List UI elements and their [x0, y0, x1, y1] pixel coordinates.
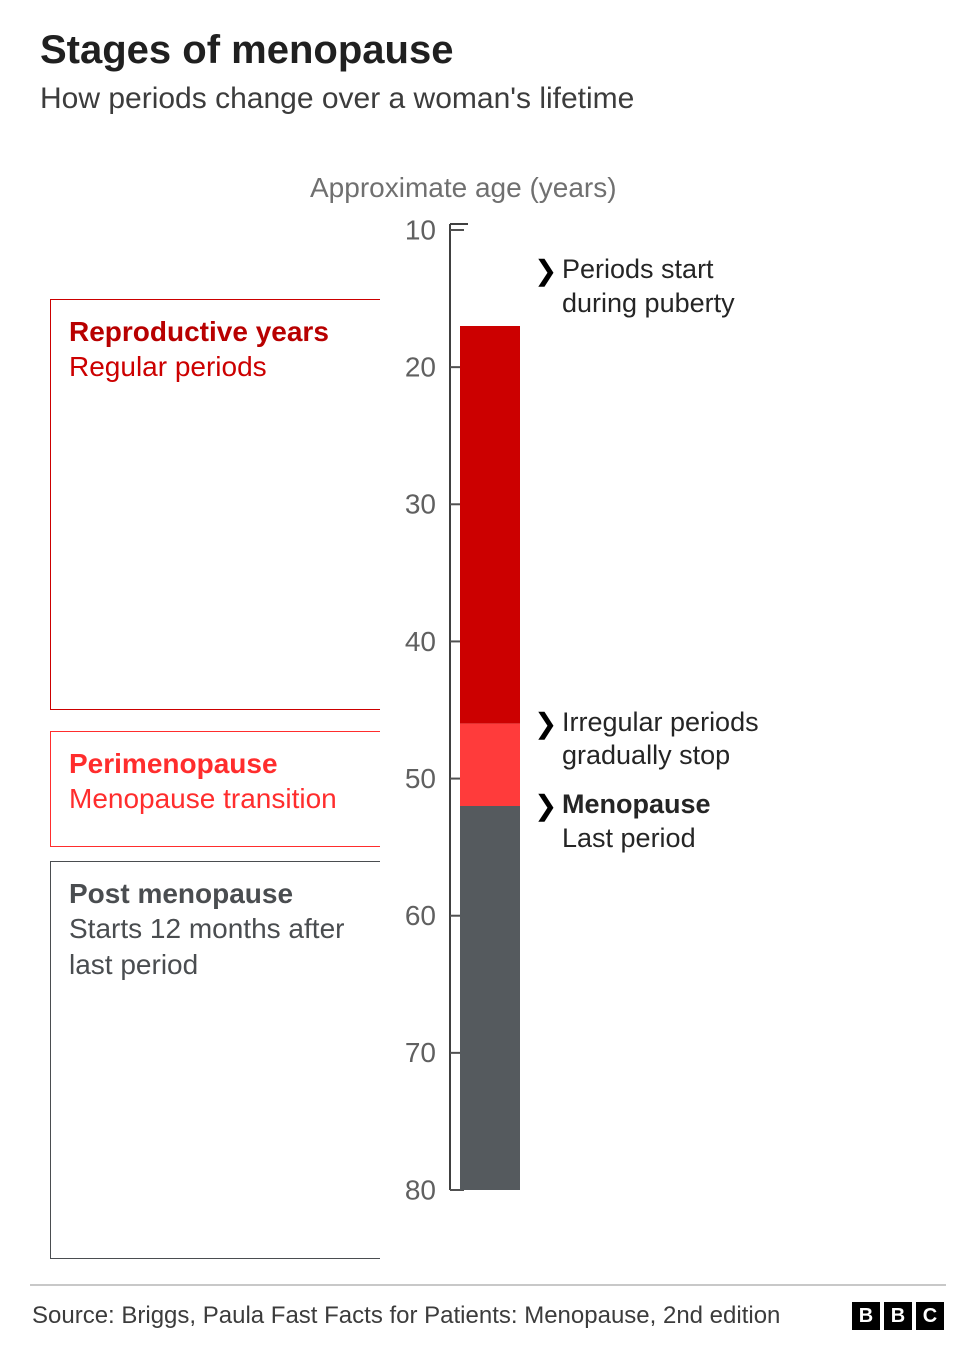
bar-segment-reproductive: [460, 326, 520, 724]
event-label-line: gradually stop: [562, 739, 759, 773]
stage-title: Reproductive years: [69, 314, 362, 349]
stage-box-postmenopause: Post menopauseStarts 12 months after las…: [50, 861, 380, 1259]
event-label-puberty: Periods startduring puberty: [562, 253, 735, 321]
bbc-logo: BBC: [852, 1302, 944, 1330]
axis-tick-label: 70: [405, 1037, 436, 1068]
bar-segment-postmenopause: [460, 806, 520, 1190]
stage-box-reproductive: Reproductive yearsRegular periods: [50, 299, 380, 710]
axis-tick-label: 60: [405, 900, 436, 931]
stage-subtitle: Regular periods: [69, 349, 362, 385]
axis-tick-label: 30: [405, 489, 436, 520]
bar-segment-perimenopause: [460, 724, 520, 806]
page-root: Stages of menopause How periods change o…: [0, 0, 976, 1360]
event-label-line: Menopause: [562, 788, 711, 822]
axis-tick-label: 20: [405, 352, 436, 383]
bar-group: [460, 326, 520, 1190]
logo-block: B: [852, 1302, 880, 1330]
stage-title: Perimenopause: [69, 746, 362, 781]
event-label-irregular: Irregular periodsgradually stop: [562, 706, 759, 774]
event-label-line: Last period: [562, 822, 711, 856]
logo-block: C: [916, 1302, 944, 1330]
event-arrow-icon: ❯: [534, 792, 557, 820]
event-label-menopause: MenopauseLast period: [562, 788, 711, 856]
event-arrow-icon: ❯: [534, 710, 557, 738]
stage-subtitle: Starts 12 months after last period: [69, 911, 362, 984]
footer-rule: [30, 1284, 946, 1286]
source-text: Source: Briggs, Paula Fast Facts for Pat…: [32, 1302, 780, 1330]
stage-subtitle: Menopause transition: [69, 781, 362, 817]
stage-box-perimenopause: PerimenopauseMenopause transition: [50, 731, 380, 848]
logo-block: B: [884, 1302, 912, 1330]
event-label-line: during puberty: [562, 287, 735, 321]
axis-tick-label: 80: [405, 1174, 436, 1205]
axis-group: 10 20 30 40 50 60 70 80: [405, 214, 468, 1205]
event-label-line: Periods start: [562, 253, 735, 287]
axis-tick-label: 50: [405, 763, 436, 794]
axis-tick-label: 10: [405, 214, 436, 245]
event-label-line: Irregular periods: [562, 706, 759, 740]
axis-tick-label: 40: [405, 626, 436, 657]
event-arrow-icon: ❯: [534, 257, 557, 285]
stage-title: Post menopause: [69, 876, 362, 911]
